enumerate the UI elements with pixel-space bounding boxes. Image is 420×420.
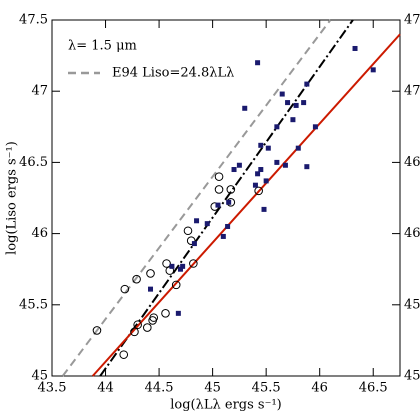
point — [183, 226, 193, 236]
point — [161, 309, 170, 318]
point — [215, 202, 221, 208]
x-axis-label: log(λLλ ergs s⁻¹) — [170, 398, 281, 413]
point — [225, 223, 231, 229]
fit-line — [61, 19, 332, 377]
x-tick-label: 44.5 — [145, 381, 174, 396]
x-tick-label: 44 — [97, 381, 114, 396]
point — [119, 350, 129, 359]
point — [282, 162, 288, 168]
point — [92, 326, 102, 335]
point — [274, 124, 280, 130]
point — [204, 221, 210, 227]
point — [149, 313, 159, 322]
point — [194, 218, 200, 224]
x-tick-label: 45.5 — [252, 381, 281, 396]
point — [142, 323, 152, 332]
point — [252, 182, 258, 188]
point — [312, 124, 318, 130]
point — [279, 91, 285, 97]
point — [285, 100, 291, 106]
point — [226, 199, 232, 205]
y-tick-label: 47 — [404, 84, 420, 99]
point — [148, 286, 154, 292]
y-tick-label: 47 — [31, 84, 48, 99]
point — [258, 167, 264, 173]
x-tick-label: 46 — [311, 381, 328, 396]
point — [236, 162, 242, 168]
point — [120, 284, 130, 294]
point — [175, 310, 181, 316]
annotation: λ= 1.5 μm — [68, 39, 137, 54]
point — [169, 263, 175, 269]
fit-line — [99, 19, 354, 377]
point — [220, 233, 226, 239]
point — [133, 320, 142, 330]
point — [304, 81, 310, 87]
point — [265, 145, 271, 151]
point — [214, 185, 224, 194]
fit-line — [91, 33, 401, 377]
y-tick-label: 46 — [404, 226, 420, 241]
point — [274, 159, 280, 165]
y-tick-label: 46 — [31, 226, 48, 241]
plot-frame — [51, 19, 401, 377]
point — [189, 259, 198, 268]
point — [290, 117, 296, 123]
point — [304, 164, 310, 170]
point — [370, 67, 376, 73]
point — [191, 241, 197, 247]
x-tick-label: 46.5 — [359, 381, 388, 396]
point — [231, 167, 237, 173]
point — [263, 178, 269, 184]
y-tick-label: 45.5 — [19, 297, 48, 312]
point — [293, 102, 299, 108]
x-tick-label: 43.5 — [38, 381, 67, 396]
point — [255, 60, 261, 66]
point — [180, 263, 186, 269]
point — [162, 259, 171, 268]
point — [226, 185, 236, 194]
y-tick-label: 47.5 — [19, 13, 48, 28]
y-axis-label: log(Liso ergs s⁻¹) — [5, 141, 20, 255]
point — [295, 145, 301, 151]
point — [186, 236, 196, 246]
point — [132, 274, 141, 284]
y-tick-label: 46.5 — [404, 155, 420, 170]
point — [130, 327, 139, 337]
x-tick-label: 45 — [204, 381, 221, 396]
y-tick-label: 45 — [404, 369, 420, 384]
point — [255, 171, 261, 177]
y-tick-label: 47.5 — [404, 13, 420, 28]
point — [242, 105, 248, 111]
point — [352, 45, 358, 51]
point — [214, 172, 224, 181]
point — [258, 142, 264, 148]
legend-label: E94 Liso=24.8λLλ — [112, 66, 234, 81]
point — [177, 266, 183, 272]
point — [254, 186, 263, 196]
y-tick-label: 45 — [31, 369, 48, 384]
point — [261, 206, 267, 212]
y-tick-label: 46.5 — [19, 155, 48, 170]
point — [146, 269, 155, 278]
y-tick-label: 45.5 — [404, 297, 420, 312]
point — [301, 100, 307, 106]
point — [171, 280, 181, 290]
